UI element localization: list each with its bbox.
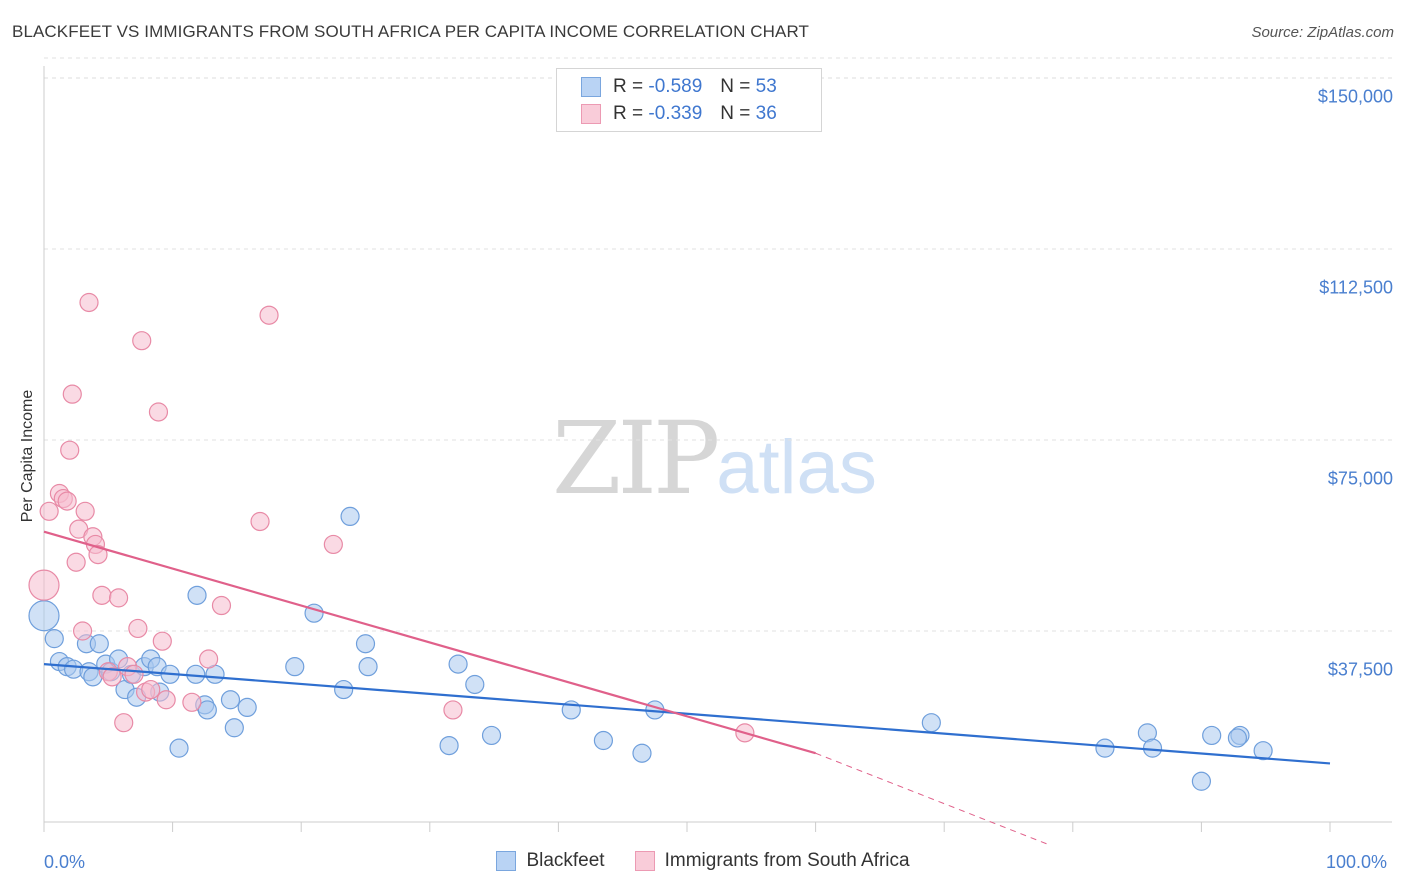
legend-item-south-africa: Immigrants from South Africa	[634, 850, 910, 872]
y-tick-label: $150,000	[1317, 86, 1393, 107]
x-tick-label: 0.0%	[44, 852, 86, 872]
blackfeet-point	[28, 600, 60, 632]
south-africa-point	[141, 679, 161, 700]
legend-n-label: N =	[720, 103, 751, 124]
y-axis-label: Per Capita Income	[19, 389, 36, 523]
blackfeet-point	[481, 725, 502, 746]
south-africa-point	[211, 595, 232, 616]
x-tick-label: 100.0%	[1326, 852, 1388, 872]
blackfeet-point	[593, 730, 614, 751]
south-africa-trend-line	[43, 530, 816, 755]
blackfeet-point	[465, 674, 485, 695]
blackfeet-point	[448, 654, 468, 674]
legend-n-label: N =	[720, 76, 751, 97]
blackfeet-point	[358, 657, 378, 677]
legend-n-value: 36	[755, 103, 777, 124]
blackfeet-legend-icon	[496, 851, 517, 871]
y-tick-label: $112,500	[1319, 277, 1393, 298]
blackfeet-trend-line	[43, 663, 1331, 765]
legend-n-value: 53	[755, 76, 777, 97]
south-africa-point	[156, 690, 176, 710]
watermark-atlas: atlas	[716, 425, 877, 510]
south-africa-point	[114, 713, 134, 733]
legend-r-label: R =	[613, 103, 644, 124]
south-africa-point	[92, 585, 112, 605]
series-legend: Blackfeet Immigrants from South Africa	[0, 850, 1406, 872]
blackfeet-point	[44, 629, 64, 649]
south-africa-point	[148, 402, 169, 422]
legend-row-south-africa: R = -0.339 N = 36	[581, 102, 777, 126]
blackfeet-point	[285, 657, 305, 677]
legend-r-label: R =	[613, 76, 644, 97]
south-africa-trend-extension	[815, 752, 1048, 845]
legend-label-blackfeet: Blackfeet	[526, 850, 605, 871]
legend-r-value: -0.589	[648, 76, 703, 97]
blackfeet-point	[224, 718, 244, 738]
blackfeet-point	[355, 634, 376, 654]
south-africa-point	[323, 534, 343, 555]
blackfeet-point	[1227, 728, 1248, 748]
south-africa-point	[75, 501, 95, 521]
blackfeet-point	[89, 634, 109, 654]
south-africa-point	[199, 649, 219, 669]
south-africa-point	[124, 664, 144, 684]
south-africa-point	[102, 667, 122, 687]
blackfeet-point	[169, 738, 189, 758]
south-africa-point	[108, 588, 129, 608]
blackfeet-point	[220, 690, 241, 710]
y-tick-label: $37,500	[1327, 659, 1393, 680]
south-africa-point	[152, 631, 172, 651]
south-africa-point	[39, 501, 59, 521]
blackfeet-point	[334, 679, 354, 700]
legend-label-south-africa: Immigrants from South Africa	[664, 850, 910, 871]
south-africa-point	[128, 618, 148, 639]
blackfeet-point	[237, 697, 257, 718]
blackfeet-point	[439, 735, 459, 756]
blackfeet-point	[921, 713, 941, 733]
south-africa-swatch-icon	[581, 104, 601, 124]
south-africa-legend-icon	[634, 851, 655, 871]
stats-legend: R = -0.589 N = 53 R = -0.339 N = 36	[556, 68, 822, 132]
south-africa-point	[182, 692, 202, 712]
south-africa-point	[250, 511, 270, 532]
south-africa-point	[88, 544, 108, 565]
legend-r-value: -0.339	[648, 103, 703, 124]
blackfeet-point	[1191, 771, 1212, 791]
blackfeet-point	[1095, 738, 1115, 758]
south-africa-point	[259, 305, 279, 325]
south-africa-point	[60, 440, 80, 460]
blackfeet-swatch-icon	[581, 77, 601, 97]
source-label: Source: ZipAtlas.com	[1251, 24, 1394, 41]
y-tick-label: $75,000	[1327, 468, 1393, 489]
blackfeet-point	[187, 585, 207, 605]
blackfeet-point	[340, 506, 360, 527]
legend-item-blackfeet: Blackfeet	[496, 850, 605, 872]
south-africa-point	[132, 331, 152, 351]
south-africa-point	[28, 569, 60, 601]
legend-row-blackfeet: R = -0.589 N = 53	[581, 75, 777, 99]
watermark: ZIPatlas	[552, 400, 877, 517]
south-africa-point	[72, 621, 93, 641]
south-africa-point	[79, 292, 99, 313]
watermark-zip: ZIP	[552, 400, 720, 517]
south-africa-point	[66, 552, 86, 572]
blackfeet-point	[1253, 741, 1273, 761]
blackfeet-point	[632, 743, 652, 763]
south-africa-point	[443, 700, 463, 720]
blackfeet-point	[1202, 725, 1222, 746]
chart-title: BLACKFEET VS IMMIGRANTS FROM SOUTH AFRIC…	[12, 22, 810, 41]
south-africa-point	[62, 384, 82, 404]
south-africa-point	[57, 491, 77, 511]
blackfeet-point	[197, 700, 217, 720]
